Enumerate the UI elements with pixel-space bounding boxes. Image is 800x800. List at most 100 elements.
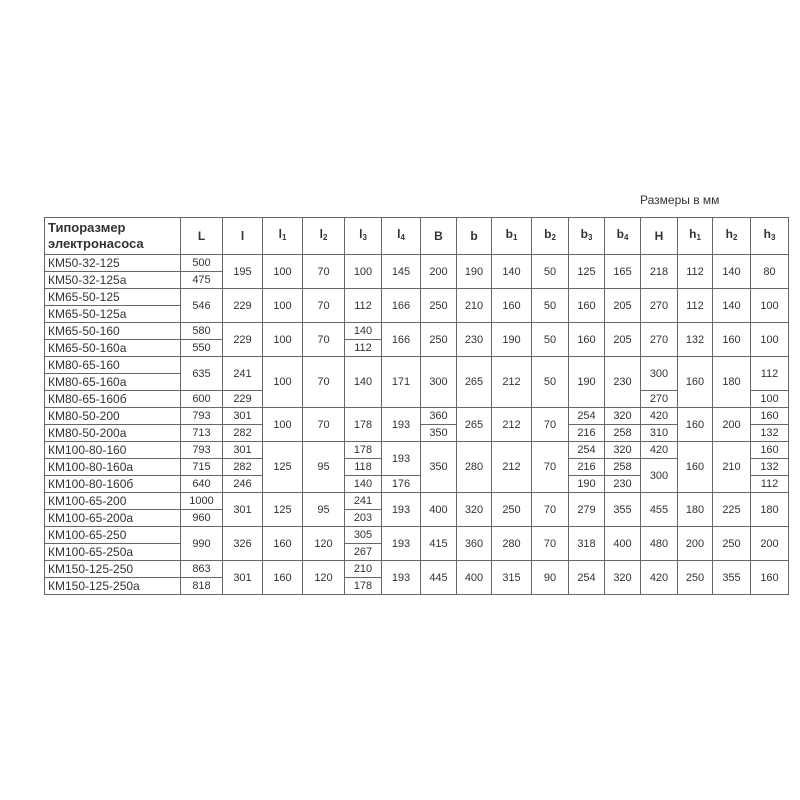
dimension-cell: 320: [604, 441, 641, 459]
dimension-cell: 640: [180, 475, 223, 493]
dimension-cell: 190: [568, 356, 605, 408]
dimension-cell: 301: [222, 492, 263, 527]
dimension-cell: 50: [531, 288, 569, 323]
table-row: КМ100-65-250 990 326 160 120 305 193 415 360 280 7…: [44, 526, 789, 561]
dimension-cell: 270: [640, 322, 678, 357]
dimension-cell: 960: [180, 509, 223, 527]
dimension-cell: 350: [420, 441, 457, 493]
header-subscript: 2: [322, 233, 328, 242]
dimension-cell: 455: [640, 492, 678, 527]
table-row: КМ65-50-125 546 229 100 70 112 166 250 210 160 50 1…: [44, 288, 789, 323]
header-B: B: [420, 217, 457, 255]
model-name-cell: КМ80-65-160а: [44, 373, 181, 391]
dimension-cell: 360: [456, 526, 492, 561]
dimension-cell: 70: [302, 288, 345, 323]
dimension-cell: 180: [712, 356, 751, 408]
table-row: КМ65-50-160 580 229 100 70 140 166 250 230 190 50 1…: [44, 322, 789, 357]
dimension-cell: 301: [222, 441, 263, 459]
header-subscript: 4: [623, 233, 629, 242]
dimension-cell: 445: [420, 560, 457, 595]
header-label: Типоразмер электронасоса: [48, 220, 144, 251]
dimension-cell: 300: [640, 458, 678, 493]
dimension-cell: 160: [750, 407, 789, 425]
dimension-cell: 250: [420, 288, 457, 323]
dimension-cell: 282: [222, 424, 263, 442]
header-label: h: [689, 227, 697, 241]
dimension-cell: 250: [712, 526, 751, 561]
header-label: B: [434, 229, 443, 243]
table-row: КМ65-50-125а: [44, 305, 789, 323]
dimension-cell: 258: [604, 458, 641, 476]
dimension-cell: 70: [531, 441, 569, 493]
dimension-cell: 715: [180, 458, 223, 476]
header-label: L: [197, 229, 206, 243]
dimension-cell: 195: [222, 254, 263, 289]
dimension-cell: 70: [302, 254, 345, 289]
dimension-cell: 200: [750, 526, 789, 561]
dimension-cell: 178: [344, 441, 382, 459]
dimension-cell: 212: [491, 356, 532, 408]
header-b1: b1: [491, 217, 532, 255]
header-label: b: [544, 227, 552, 241]
header-subscript: 2: [551, 233, 556, 242]
dimension-cell: 125: [262, 492, 303, 527]
dimension-cell: 132: [677, 322, 713, 357]
dimension-cell: 112: [750, 356, 789, 391]
header-subscript: 3: [770, 233, 776, 242]
dimension-cell: 225: [712, 492, 751, 527]
header-label: h: [725, 227, 733, 241]
dimension-cell: 140: [712, 288, 751, 323]
dimension-cell: 132: [750, 424, 789, 442]
header-label: l: [359, 227, 363, 241]
header-H: H: [640, 217, 678, 255]
table-row: КМ100-80-160б 640 246 140 176 190 230 112: [44, 475, 789, 493]
dimension-cell: 350: [420, 424, 457, 442]
dimension-cell: 50: [531, 356, 569, 408]
dimension-cell: 320: [456, 492, 492, 527]
dimension-cell: 160: [262, 560, 303, 595]
table-row: КМ100-65-200а 960 203: [44, 509, 789, 527]
dimension-cell: 863: [180, 560, 223, 578]
dimension-cell: 100: [262, 288, 303, 323]
dimension-cell: 250: [420, 322, 457, 357]
header-b: b: [456, 217, 492, 255]
dimension-cell: 80: [750, 254, 789, 289]
header-l: l: [222, 217, 263, 255]
dimension-cell: 193: [381, 526, 421, 561]
model-name-cell: КМ80-50-200: [44, 407, 181, 425]
dimension-cell: 400: [420, 492, 457, 527]
dimension-cell: 793: [180, 441, 223, 459]
model-name-cell: КМ80-65-160б: [44, 390, 181, 408]
header-l1: l1: [262, 217, 303, 255]
dimension-cell: 635: [180, 356, 223, 391]
dimension-cell: 229: [222, 390, 263, 408]
dimension-cell: 500: [180, 254, 223, 272]
table-row: КМ150-125-250 863 301 160 120 210 193 445 400 315…: [44, 560, 789, 595]
dimension-cell: 125: [262, 441, 303, 493]
dimension-cell: 546: [180, 288, 223, 323]
dimension-cell: 70: [302, 356, 345, 408]
dimension-cell: 100: [344, 254, 382, 289]
dimension-cell: 100: [262, 322, 303, 357]
header-l4: l4: [381, 217, 421, 255]
dimension-cell: 320: [604, 560, 641, 595]
dimension-cell: 190: [456, 254, 492, 289]
dimension-cell: 193: [381, 560, 421, 595]
header-subscript: 1: [696, 233, 701, 242]
dimension-cell: 112: [677, 254, 713, 289]
dimension-cell: 118: [344, 458, 382, 476]
dimension-cell: 400: [604, 526, 641, 561]
dimension-cell: 166: [381, 322, 421, 357]
dimension-cell: 265: [456, 356, 492, 408]
header-b2: b2: [531, 217, 569, 255]
dimension-cell: 160: [568, 288, 605, 323]
dimension-cell: 140: [344, 356, 382, 408]
header-subscript: 1: [512, 233, 518, 242]
dimension-cell: 282: [222, 458, 263, 476]
dimension-cell: 70: [302, 322, 345, 357]
dimension-cell: 160: [677, 407, 713, 442]
dimension-cell: 112: [344, 339, 382, 357]
dimension-cell: 230: [456, 322, 492, 357]
